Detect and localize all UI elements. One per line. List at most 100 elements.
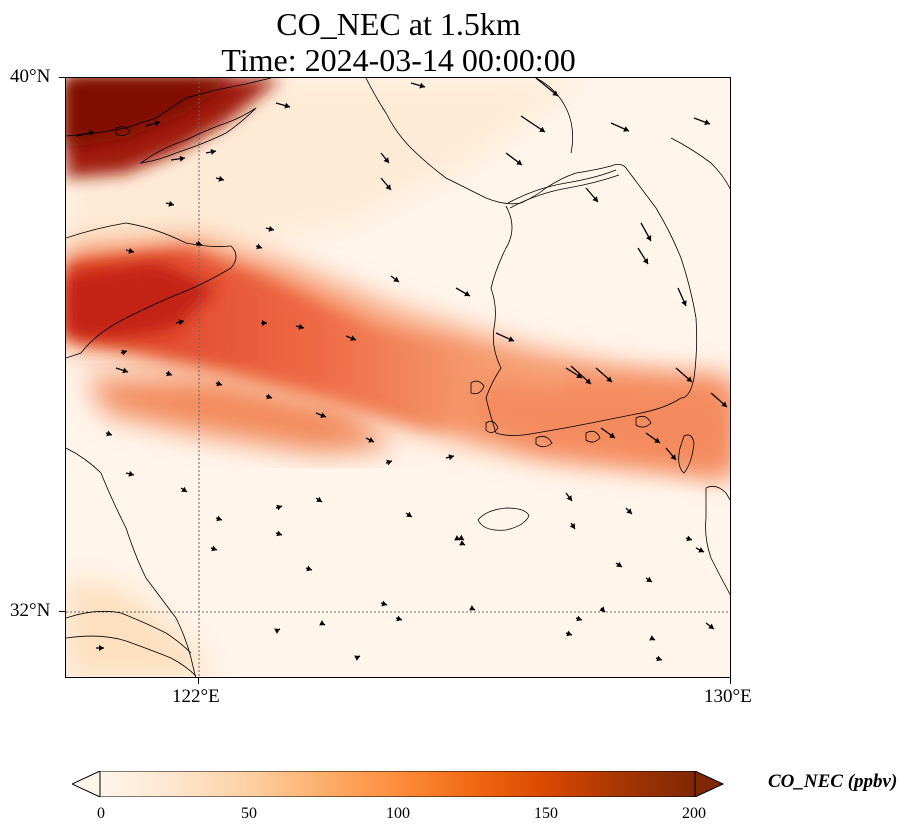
wind-arrow-head <box>576 372 582 378</box>
wind-arrow-head <box>350 335 356 341</box>
wind-arrow-head <box>179 155 185 162</box>
wind-arrow-head <box>368 437 374 443</box>
wind-arrow-head <box>211 545 217 552</box>
wind-arrow-head <box>166 370 172 377</box>
wind-arrow-head <box>458 534 464 540</box>
wind-arrow-head <box>178 319 184 326</box>
coastline-north <box>66 78 272 137</box>
wind-arrow-head <box>704 119 710 126</box>
wind-arrow-head <box>284 102 290 109</box>
wind-arrow-head <box>99 645 104 651</box>
wind-arrow-head <box>385 184 391 190</box>
wind-arrow-head <box>276 530 282 537</box>
coastline-korea-north <box>365 78 627 205</box>
wind-arrow-head <box>122 367 128 374</box>
wind-arrow-head <box>623 126 629 132</box>
colorbar-tick-150: 150 <box>534 805 558 822</box>
lon-tick-mark-130e <box>730 678 731 684</box>
wind-arrow-head <box>708 623 714 629</box>
island-5 <box>635 415 652 428</box>
liaodong-peninsula <box>139 107 257 164</box>
wind-arrow-head <box>592 196 598 202</box>
wind-arrow-head <box>381 600 387 607</box>
wind-arrow-head <box>599 606 605 612</box>
shandong-peninsula <box>66 222 237 359</box>
gridlines <box>66 78 730 677</box>
wind-arrow-head <box>469 605 475 611</box>
wind-arrow-head <box>646 576 652 582</box>
island-6 <box>115 126 131 136</box>
island-4 <box>585 430 601 443</box>
wind-arrow-head <box>298 323 304 330</box>
colorbar-max-extend <box>694 771 724 797</box>
coastline-china-east <box>66 447 196 677</box>
lat-tick-label-32n: 32°N <box>10 600 51 621</box>
wind-arrow-head <box>686 376 692 382</box>
wind-arrow-head <box>106 430 112 437</box>
kyushu-coast <box>705 485 730 596</box>
wind-arrow-head <box>88 130 94 137</box>
wind-arrow-head <box>539 126 545 132</box>
jeju-island <box>477 507 530 531</box>
wind-vectors <box>75 78 728 662</box>
wind-arrow-head <box>566 495 572 501</box>
coastline-korea-northeast <box>535 78 574 154</box>
colorbar-tick-50: 50 <box>241 805 257 822</box>
wind-arrow-head <box>626 508 632 514</box>
wind-arrow-head <box>128 470 134 477</box>
map-panel <box>65 77 731 678</box>
wind-arrow-head <box>383 157 389 163</box>
wind-arrow-head <box>196 240 202 247</box>
wind-arrow-head <box>128 247 134 254</box>
lon-tick-label-130e: 130°E <box>704 686 752 707</box>
wind-arrow-head <box>121 349 127 356</box>
map-canvas <box>66 78 730 677</box>
yangtze-estuary-north <box>66 610 192 654</box>
island-3 <box>535 435 553 448</box>
wind-arrow-head <box>566 630 572 637</box>
wind-arrow-head <box>393 276 399 282</box>
wind-arrow-head <box>464 290 470 297</box>
wind-arrow-head <box>266 393 272 400</box>
wind-arrow-head <box>154 120 160 127</box>
wind-arrow-head <box>386 459 392 466</box>
wind-arrow-head <box>649 635 655 641</box>
wind-arrow-head <box>721 401 727 407</box>
wind-arrow-head <box>262 320 267 326</box>
tsushima-island <box>678 434 695 474</box>
wind-arrow-head <box>576 615 582 622</box>
wind-arrow-head <box>616 561 622 567</box>
map-title-line1: CO_NEC at 1.5km <box>276 6 521 42</box>
lat-tick-mark-40n <box>59 77 65 78</box>
wind-arrow-head <box>406 511 412 517</box>
wind-arrow-head <box>316 496 322 502</box>
wind-arrow-head <box>168 200 174 207</box>
lon-tick-mark-122e <box>198 678 199 684</box>
coastline-korea-east <box>625 167 698 399</box>
colorbar <box>72 771 724 797</box>
wind-arrow-head <box>516 159 522 165</box>
yangtze-estuary-south <box>66 635 197 677</box>
lat-tick-mark-32n <box>59 611 65 612</box>
colorbar-tick-0: 0 <box>97 805 105 822</box>
coastline-korea-west <box>485 205 682 436</box>
wind-arrow-head <box>448 454 454 461</box>
colorbar-tick-100: 100 <box>386 805 410 822</box>
wind-arrow-head <box>274 628 280 634</box>
wind-arrow-head <box>645 235 652 241</box>
colorbar-gradient <box>99 771 696 797</box>
colorbar-label: CO_NEC (ppbv) <box>768 771 898 792</box>
wind-arrow-head <box>210 149 216 155</box>
wind-arrow-head <box>218 175 224 182</box>
wind-arrow-head <box>276 504 282 511</box>
colorbar-tick-200: 200 <box>682 805 706 822</box>
wind-arrow-head <box>419 82 425 89</box>
wind-arrow-head <box>654 437 660 443</box>
wind-arrow-head <box>569 523 575 529</box>
co-concentration-field <box>66 78 730 677</box>
wind-arrow-head <box>319 620 325 626</box>
wind-arrow-head <box>256 243 262 250</box>
wind-arrow-head <box>609 432 615 438</box>
colorbar-min-extend <box>72 771 101 797</box>
wind-arrow-head <box>698 547 704 553</box>
